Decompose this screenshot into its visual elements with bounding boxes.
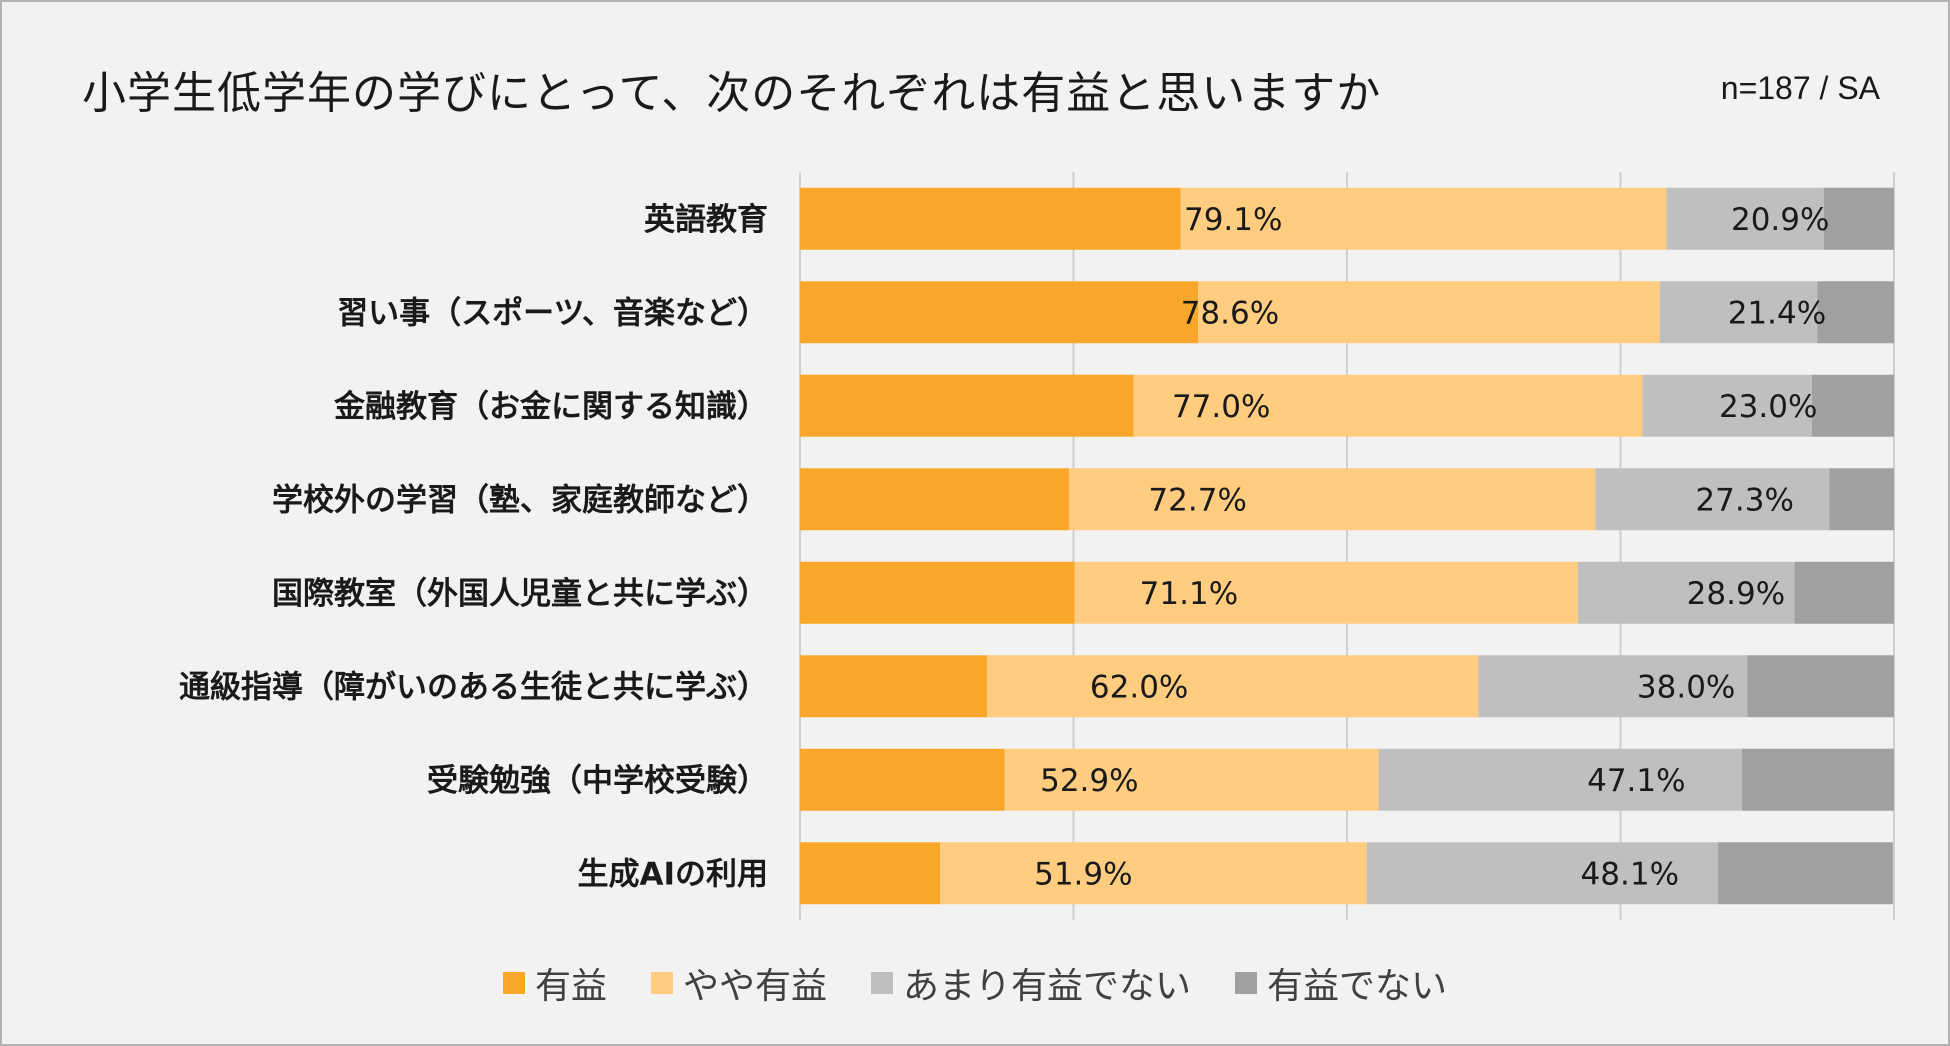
positive-percent-label: 77.0% [1172, 389, 1270, 425]
bar-segment-1 [800, 281, 1199, 344]
bar-segment-1 [800, 187, 1181, 250]
bar-segment-2 [1069, 468, 1596, 531]
bar-segment-3 [1577, 561, 1795, 624]
bar-segment-4 [1823, 187, 1894, 250]
category-label: 金融教育（お金に関する知識） [333, 389, 768, 425]
positive-percent-label: 52.9% [1040, 763, 1138, 799]
chart-title: 小学生低学年の学びにとって、次のそれぞれは有益と思いますか [82, 68, 1382, 119]
bar-segment-4 [1829, 468, 1894, 531]
bar-segment-4 [1817, 281, 1894, 344]
legend-label: 有益でない [1267, 966, 1448, 1007]
bar-segment-3 [1659, 281, 1818, 344]
stacked-bar-chart: 英語教育 79.1% 20.9% 習い事（スポーツ、音楽など） 78.6% 21.4% 金融… [179, 172, 1895, 920]
category-label: 生成AIの利用 [577, 856, 768, 892]
bar-segment-4 [1794, 561, 1894, 624]
legend-label: あまり有益でない [903, 966, 1192, 1007]
bar-segment-4 [1741, 748, 1894, 811]
positive-percent-label: 72.7% [1148, 482, 1246, 518]
bar-segment-3 [1366, 842, 1718, 905]
negative-percent-label: 27.3% [1695, 482, 1793, 518]
legend-label: やや有益 [682, 966, 827, 1007]
negative-percent-label: 28.9% [1687, 576, 1785, 612]
bar-segment-1 [800, 468, 1070, 531]
bar-segment-1 [800, 561, 1075, 624]
bar-segment-3 [1666, 187, 1824, 250]
negative-percent-label: 47.1% [1587, 763, 1685, 799]
bar-segment-3 [1378, 748, 1742, 811]
bar-segment-3 [1642, 374, 1812, 437]
sample-size-note: n=187 / SA [1720, 70, 1880, 106]
category-label: 学校外の学習（塾、家庭教師など） [272, 482, 768, 518]
bar-segment-1 [800, 842, 941, 905]
bar-segment-1 [800, 374, 1134, 437]
bar-segment-3 [1595, 468, 1830, 531]
bar-segment-2 [1004, 748, 1379, 811]
positive-percent-label: 78.6% [1181, 295, 1279, 331]
bar-segment-4 [1747, 655, 1894, 718]
positive-percent-label: 62.0% [1090, 669, 1188, 705]
negative-percent-label: 21.4% [1728, 295, 1826, 331]
category-label: 英語教育 [644, 202, 768, 238]
legend-swatch [650, 972, 673, 994]
legend-label: 有益 [534, 966, 607, 1007]
positive-percent-label: 79.1% [1184, 202, 1282, 238]
legend-item: 有益 [502, 957, 607, 1009]
legend-item: 有益でない [1235, 957, 1447, 1009]
legend-item: やや有益 [650, 957, 827, 1009]
chart-legend: 有益 やや有益 あまり有益でない 有益でない [2, 957, 1948, 1009]
legend-swatch [502, 972, 525, 994]
legend-swatch [1235, 972, 1258, 994]
bar-segment-2 [1074, 561, 1578, 624]
legend-item: あまり有益でない [871, 957, 1191, 1009]
category-label: 習い事（スポーツ、音楽など） [337, 295, 768, 331]
negative-percent-label: 38.0% [1637, 669, 1735, 705]
bar-segment-1 [800, 655, 988, 718]
category-label: 通級指導（障がいのある生徒と共に学ぶ） [179, 669, 768, 705]
positive-percent-label: 71.1% [1140, 576, 1238, 612]
negative-percent-label: 23.0% [1719, 389, 1817, 425]
negative-percent-label: 20.9% [1731, 202, 1829, 238]
bar-segment-2 [940, 842, 1367, 905]
bar-segment-1 [800, 748, 1005, 811]
bar-segment-4 [1811, 374, 1894, 437]
legend-swatch [871, 972, 893, 994]
negative-percent-label: 48.1% [1581, 856, 1679, 892]
bar-segment-2 [1180, 187, 1667, 250]
category-label: 国際教室（外国人児童と共に学ぶ） [272, 576, 768, 612]
positive-percent-label: 51.9% [1034, 856, 1132, 892]
bar-segment-2 [1133, 374, 1643, 437]
bar-segment-3 [1478, 655, 1748, 718]
bar-segment-2 [1198, 281, 1660, 344]
category-label: 受験勉強（中学校受験） [427, 763, 768, 799]
bar-segment-2 [987, 655, 1479, 718]
bar-segment-4 [1717, 842, 1893, 905]
